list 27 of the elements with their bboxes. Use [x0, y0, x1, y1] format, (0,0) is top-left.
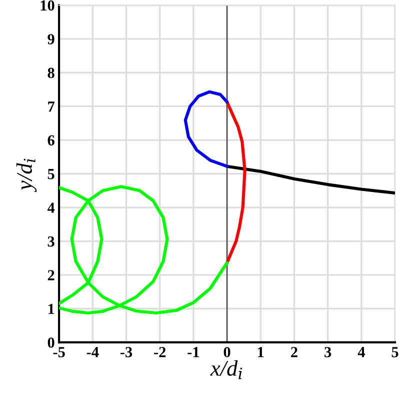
x-tick-label: -5	[53, 347, 65, 358]
x-tick-label: -3	[120, 346, 132, 358]
x-tick-label: 2	[291, 346, 298, 358]
y-tick-label: 0	[48, 337, 54, 348]
x-tick-label: 5	[392, 347, 398, 358]
y-tick-label: 9	[48, 34, 54, 44]
y-tick-label: 10	[40, 0, 54, 11]
y-tick-label: 5	[48, 169, 54, 180]
x-tick-label: -2	[154, 346, 166, 358]
line-series	[184, 90, 229, 168]
y-tick-label: 7	[48, 102, 55, 112]
line-series	[226, 164, 396, 195]
y-tick-label: 2	[48, 270, 54, 280]
x-tick-label: 3	[324, 346, 332, 358]
x-tick-label: -1	[188, 347, 200, 358]
x-tick-label: 1	[258, 347, 264, 358]
line-series	[226, 100, 246, 264]
y-tick-label: 1	[48, 304, 54, 314]
y-tick-label: 8	[48, 68, 54, 78]
x-tick-label: 0	[224, 346, 230, 358]
x-axis-title: x/d$_{i}$	[210, 360, 242, 380]
x-tick-label: 4	[358, 347, 365, 358]
y-axis-title: y/d$_{i}$	[16, 158, 37, 192]
y-tick-label: 3	[48, 236, 54, 247]
y-tick-label: 6	[48, 135, 54, 146]
y-tick-label: 4	[47, 202, 55, 213]
x-tick-label: -4	[86, 347, 99, 358]
